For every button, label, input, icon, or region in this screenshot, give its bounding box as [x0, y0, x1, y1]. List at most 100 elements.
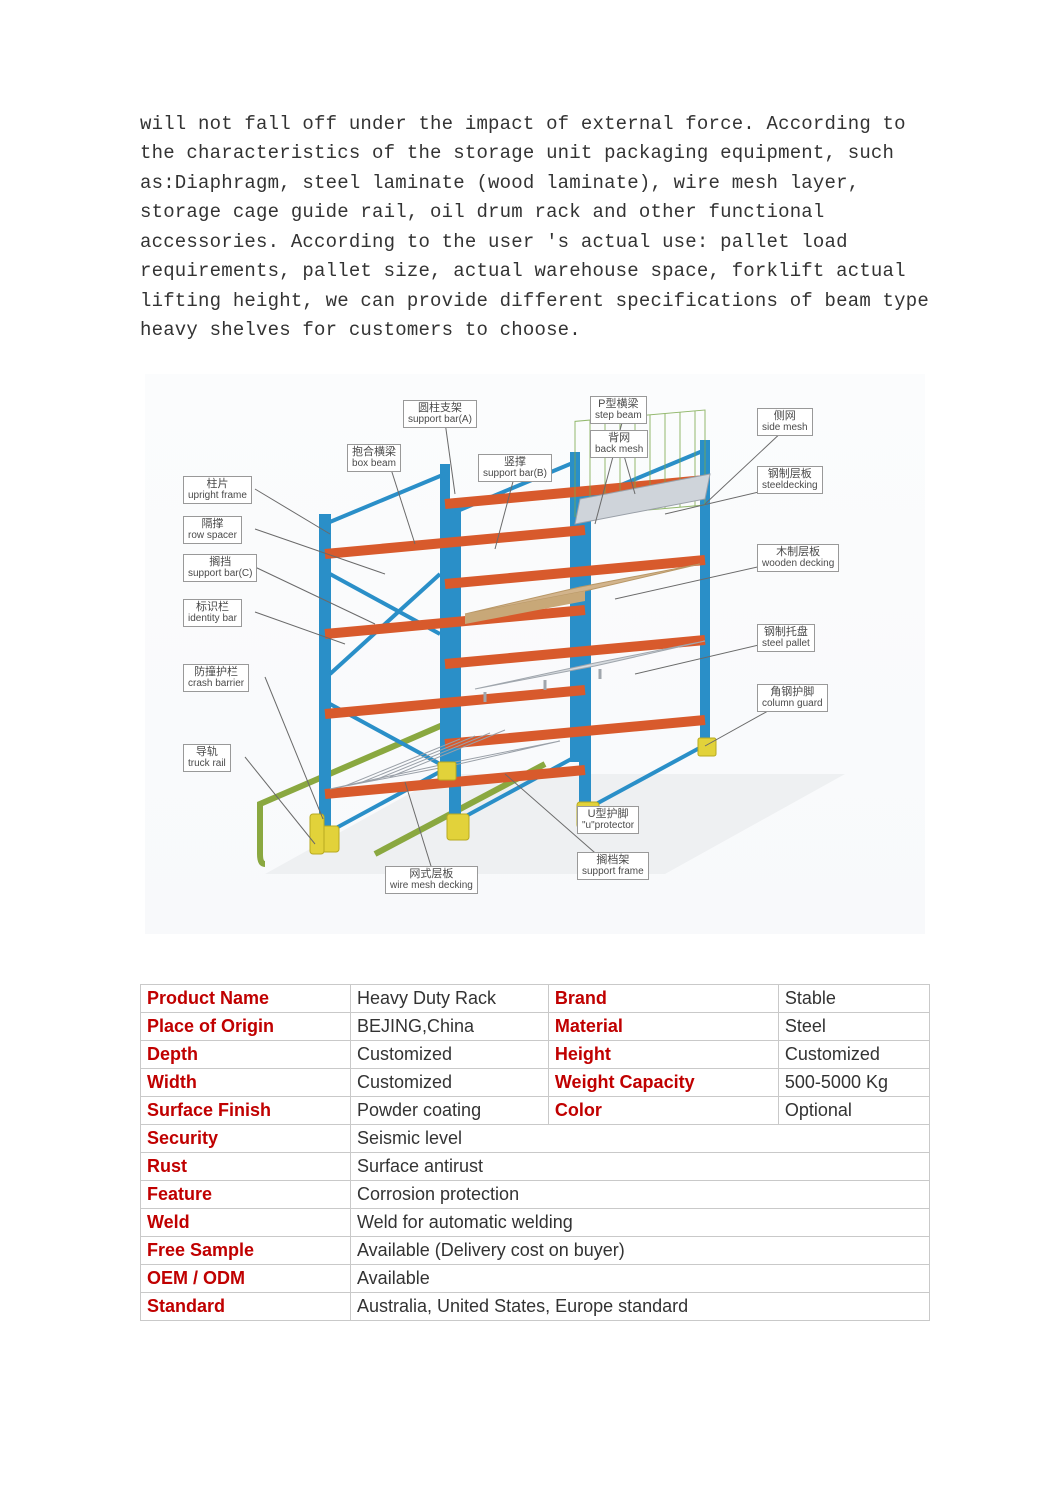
callout-support-bar-a-cn: 圆柱支架 — [408, 402, 472, 415]
callout-identity-bar-cn: 标识栏 — [188, 601, 237, 614]
spec-label: Weld — [141, 1208, 351, 1236]
callout-truck-rail-cn: 导轨 — [188, 746, 226, 759]
spec-label: Surface Finish — [141, 1096, 351, 1124]
callout-u-protector-en: "u"protector — [582, 820, 634, 832]
spec-value: Corrosion protection — [351, 1180, 930, 1208]
callout-step-beam-cn: P型横梁 — [595, 398, 642, 411]
callout-steel-pallet: 钢制托盘steel pallet — [757, 624, 815, 652]
callout-side-mesh-en: side mesh — [762, 422, 808, 434]
callout-truck-rail: 导轨truck rail — [183, 744, 231, 772]
spec-value: Surface antirust — [351, 1152, 930, 1180]
callout-support-frame-cn: 搁档架 — [582, 854, 644, 867]
callout-identity-bar-en: identity bar — [188, 613, 237, 625]
spec-label: Brand — [548, 984, 778, 1012]
callout-back-mesh: 背网back mesh — [590, 430, 648, 458]
spec-row: SecuritySeismic level — [141, 1124, 930, 1152]
callout-row-spacer-en: row spacer — [188, 530, 237, 542]
spec-label: Free Sample — [141, 1236, 351, 1264]
spec-label: Product Name — [141, 984, 351, 1012]
spec-row: RustSurface antirust — [141, 1152, 930, 1180]
callout-steel-decking-en: steeldecking — [762, 480, 818, 492]
spec-value: 500-5000 Kg — [778, 1068, 929, 1096]
callout-support-bar-c: 搁挡support bar(C) — [183, 554, 257, 582]
callout-step-beam: P型横梁step beam — [590, 396, 647, 424]
spec-label: Place of Origin — [141, 1012, 351, 1040]
callout-back-mesh-cn: 背网 — [595, 432, 643, 445]
spec-value: Powder coating — [351, 1096, 549, 1124]
spec-label: Width — [141, 1068, 351, 1096]
callout-upright-frame: 柱片upright frame — [183, 476, 252, 504]
callout-support-bar-b-en: support bar(B) — [483, 468, 547, 480]
spec-label: Security — [141, 1124, 351, 1152]
callout-wooden-decking: 木制层板wooden decking — [757, 544, 839, 572]
spec-label: Feature — [141, 1180, 351, 1208]
callout-steel-decking-cn: 钢制层板 — [762, 468, 818, 481]
spec-value: Available — [351, 1264, 930, 1292]
callout-steel-decking: 钢制层板steeldecking — [757, 466, 823, 494]
spec-label: OEM / ODM — [141, 1264, 351, 1292]
callout-box-beam-en: box beam — [352, 458, 396, 470]
callout-wooden-decking-en: wooden decking — [762, 558, 834, 570]
spec-label: Depth — [141, 1040, 351, 1068]
callout-wire-mesh-deck-cn: 网式层板 — [390, 868, 473, 881]
spec-value: Stable — [778, 984, 929, 1012]
spec-value: Customized — [351, 1068, 549, 1096]
rack-diagram: 圆柱支架support bar(A) P型横梁step beam 侧网side me… — [145, 374, 925, 934]
callout-upright-frame-en: upright frame — [188, 490, 247, 502]
spec-row: DepthCustomizedHeightCustomized — [141, 1040, 930, 1068]
callout-row-spacer: 隔撑row spacer — [183, 516, 242, 544]
callout-support-bar-b: 竖撑support bar(B) — [478, 454, 552, 482]
spec-value: Australia, United States, Europe standar… — [351, 1292, 930, 1320]
spec-value: Optional — [778, 1096, 929, 1124]
spec-table: Product NameHeavy Duty RackBrandStablePl… — [140, 984, 930, 1321]
callout-box-beam-cn: 抱合横梁 — [352, 446, 396, 459]
spec-label: Color — [548, 1096, 778, 1124]
callout-wooden-decking-cn: 木制层板 — [762, 546, 834, 559]
spec-row: Place of OriginBEJING,ChinaMaterialSteel — [141, 1012, 930, 1040]
callout-support-bar-a-en: support bar(A) — [408, 414, 472, 426]
callout-wire-mesh-deck: 网式层板wire mesh decking — [385, 866, 478, 894]
callout-support-frame-en: support frame — [582, 866, 644, 878]
spec-value: Heavy Duty Rack — [351, 984, 549, 1012]
spec-value: Weld for automatic welding — [351, 1208, 930, 1236]
callout-support-bar-c-cn: 搁挡 — [188, 556, 252, 569]
callout-crash-barrier-en: crash barrier — [188, 678, 244, 690]
spec-label: Standard — [141, 1292, 351, 1320]
spec-row: Surface FinishPowder coatingColorOptiona… — [141, 1096, 930, 1124]
callout-support-bar-c-en: support bar(C) — [188, 568, 252, 580]
callout-crash-barrier-cn: 防撞护栏 — [188, 666, 244, 679]
callout-steel-pallet-en: steel pallet — [762, 638, 810, 650]
callout-wire-mesh-deck-en: wire mesh decking — [390, 880, 473, 892]
spec-value: Customized — [351, 1040, 549, 1068]
callout-support-bar-b-cn: 竖撑 — [483, 456, 547, 469]
spec-label: Material — [548, 1012, 778, 1040]
callout-truck-rail-en: truck rail — [188, 758, 226, 770]
spec-value: Steel — [778, 1012, 929, 1040]
intro-paragraph: will not fall off under the impact of ex… — [140, 110, 930, 346]
callout-u-protector: U型护脚"u"protector — [577, 806, 639, 834]
callout-support-bar-a: 圆柱支架support bar(A) — [403, 400, 477, 428]
spec-value: BEJING,China — [351, 1012, 549, 1040]
callout-row-spacer-cn: 隔撑 — [188, 518, 237, 531]
callout-upright-frame-cn: 柱片 — [188, 478, 247, 491]
callout-side-mesh: 侧网side mesh — [757, 408, 813, 436]
spec-row: WeldWeld for automatic welding — [141, 1208, 930, 1236]
callout-u-protector-cn: U型护脚 — [582, 808, 634, 821]
callout-steel-pallet-cn: 钢制托盘 — [762, 626, 810, 639]
spec-row: StandardAustralia, United States, Europe… — [141, 1292, 930, 1320]
callout-column-guard: 角钢护脚column guard — [757, 684, 828, 712]
spec-label: Weight Capacity — [548, 1068, 778, 1096]
spec-row: Free SampleAvailable (Delivery cost on b… — [141, 1236, 930, 1264]
spec-row: FeatureCorrosion protection — [141, 1180, 930, 1208]
spec-value: Customized — [778, 1040, 929, 1068]
spec-value: Available (Delivery cost on buyer) — [351, 1236, 930, 1264]
spec-row: OEM / ODMAvailable — [141, 1264, 930, 1292]
callout-step-beam-en: step beam — [595, 410, 642, 422]
spec-value: Seismic level — [351, 1124, 930, 1152]
callout-box-beam: 抱合横梁box beam — [347, 444, 401, 472]
callout-side-mesh-cn: 侧网 — [762, 410, 808, 423]
spec-row: Product NameHeavy Duty RackBrandStable — [141, 984, 930, 1012]
spec-label: Rust — [141, 1152, 351, 1180]
callout-back-mesh-en: back mesh — [595, 444, 643, 456]
callout-identity-bar: 标识栏identity bar — [183, 599, 242, 627]
